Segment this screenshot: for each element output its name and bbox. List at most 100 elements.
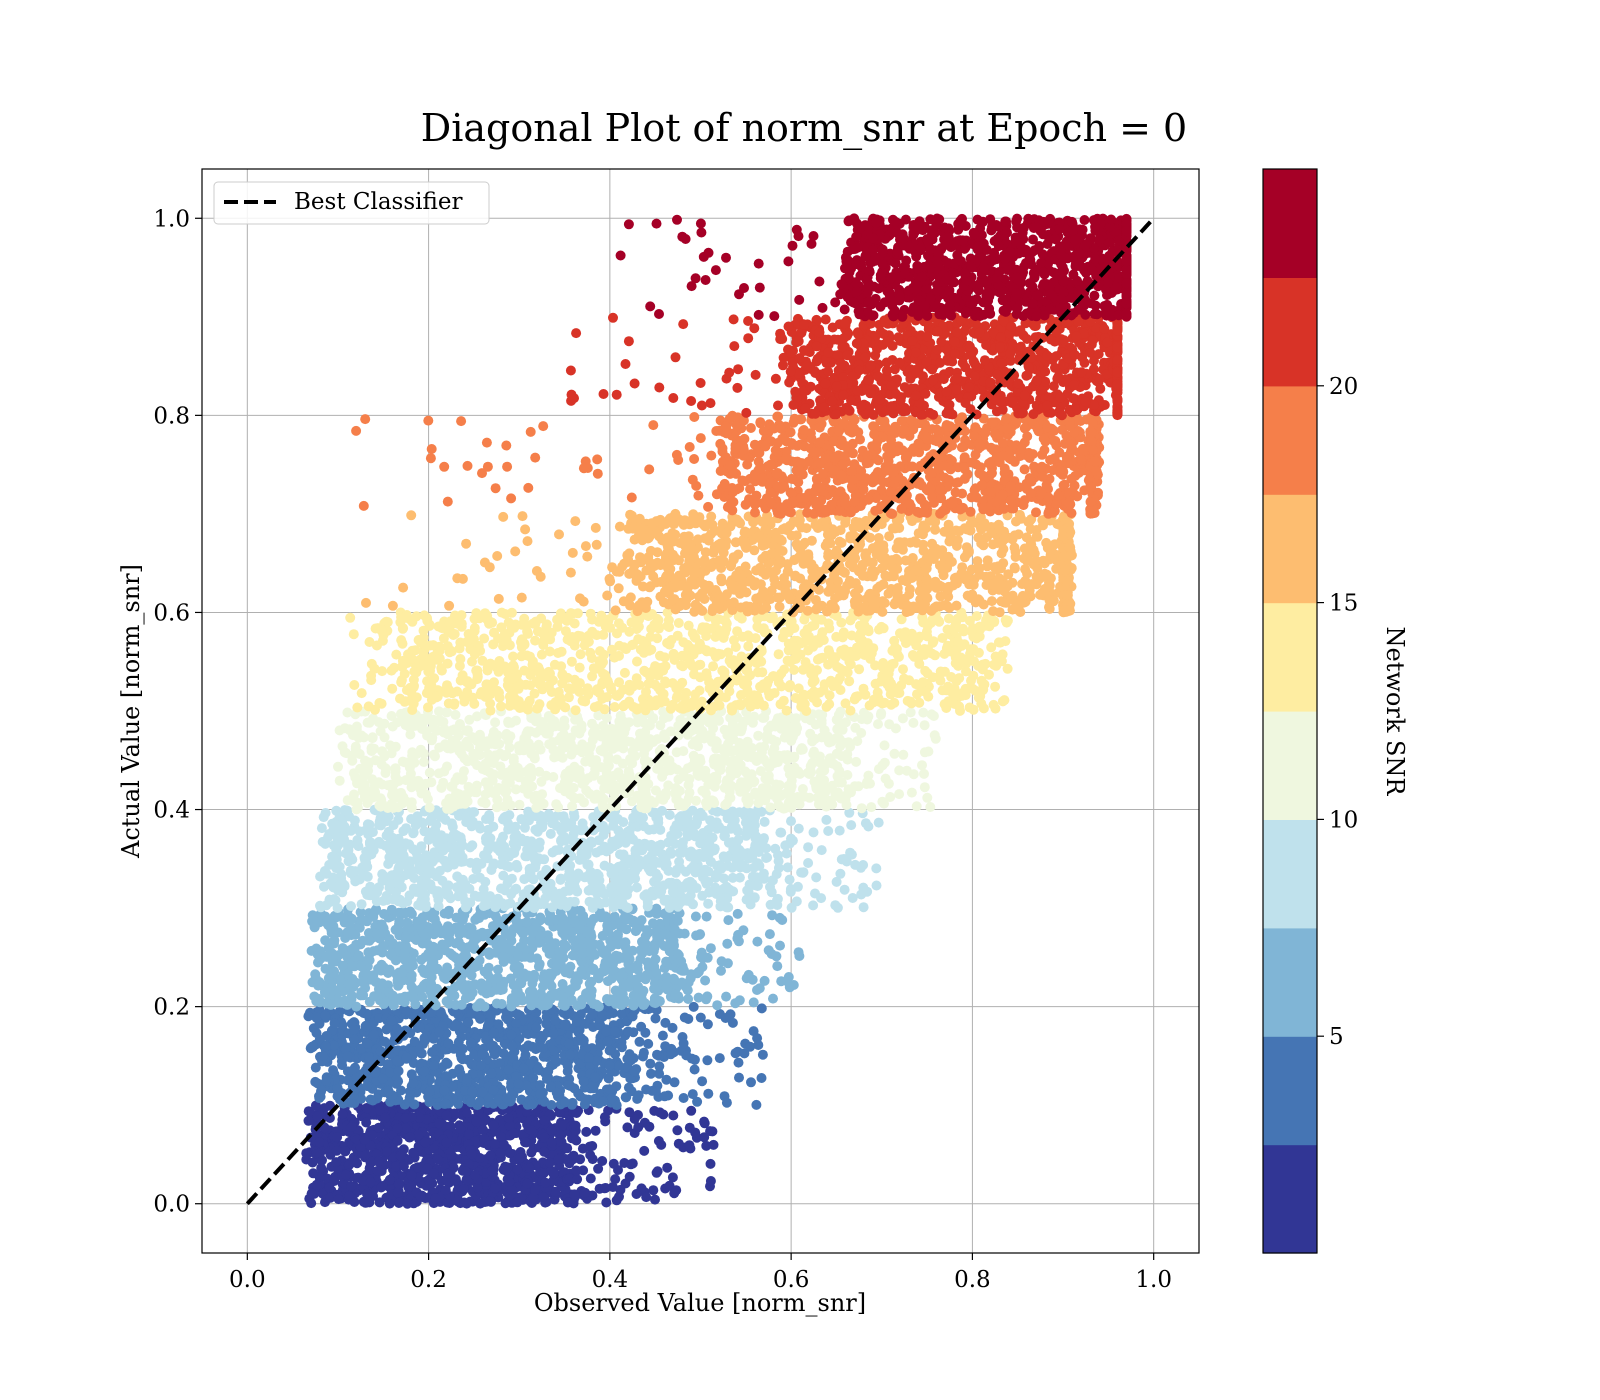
scatter-point xyxy=(521,917,532,928)
scatter-point xyxy=(498,831,508,842)
scatter-point xyxy=(608,1158,619,1169)
scatter-point xyxy=(366,974,377,985)
scatter-point xyxy=(695,838,706,849)
scatter-point xyxy=(537,1032,548,1042)
scatter-point xyxy=(507,1041,518,1052)
scatter-point xyxy=(314,1093,325,1104)
scatter-point xyxy=(419,1066,430,1077)
scatter-point xyxy=(512,922,523,933)
scatter-point xyxy=(616,990,627,1000)
scatter-point xyxy=(465,1037,476,1048)
scatter-point xyxy=(308,1041,319,1052)
scatter-point xyxy=(360,983,371,993)
scatter-point xyxy=(863,821,874,832)
scatter-point xyxy=(732,933,743,944)
scatter-point xyxy=(527,1099,538,1110)
scatter-point xyxy=(808,900,819,911)
scatter-point xyxy=(821,814,832,825)
scatter-point xyxy=(539,1115,550,1126)
scatter-point xyxy=(488,1027,499,1038)
scatter-point xyxy=(376,959,387,970)
scatter-point xyxy=(538,1192,549,1202)
scatter-point xyxy=(633,981,644,992)
scatter-point xyxy=(522,1178,533,1189)
scatter-point xyxy=(580,1094,590,1105)
scatter-point xyxy=(374,1105,385,1116)
scatter-point xyxy=(705,1158,716,1169)
scatter-point xyxy=(786,816,796,827)
scatter-point xyxy=(598,1096,609,1107)
scatter-point xyxy=(572,1174,583,1185)
scatter-point xyxy=(730,822,741,833)
scatter-point xyxy=(680,866,691,877)
scatter-point xyxy=(382,1146,392,1157)
scatter-point xyxy=(832,902,843,913)
scatter-point xyxy=(673,1138,684,1149)
scatter-point xyxy=(512,1164,523,1175)
scatter-point xyxy=(808,827,819,838)
scatter-point xyxy=(464,1129,474,1140)
scatter-point xyxy=(319,986,330,997)
scatter-point xyxy=(526,1147,537,1158)
scatter-point xyxy=(455,1123,466,1134)
scatter-point xyxy=(342,1051,353,1062)
scatter-point xyxy=(482,831,493,842)
scatter-point xyxy=(452,830,463,841)
scatter-point xyxy=(545,941,556,952)
scatter-point xyxy=(508,980,519,990)
scatter-point xyxy=(419,878,430,889)
scatter-point xyxy=(639,1145,650,1156)
scatter-point xyxy=(372,1166,383,1176)
scatter-point xyxy=(610,863,621,874)
scatter-point xyxy=(546,1137,557,1148)
scatter-point xyxy=(618,870,629,881)
scatter-point xyxy=(346,994,357,1005)
scatter-point xyxy=(342,927,353,938)
snr-band-1 xyxy=(303,1001,768,1111)
scatter-point xyxy=(629,1114,640,1124)
scatter-point xyxy=(692,1096,703,1107)
scatter-point xyxy=(639,1117,650,1128)
scatter-point xyxy=(751,1099,762,1110)
scatter-point xyxy=(377,942,388,953)
scatter-point xyxy=(593,1163,604,1174)
scatter-point xyxy=(741,863,752,874)
scatter-point xyxy=(506,993,517,1004)
scatter-point xyxy=(534,937,545,948)
scatter-point xyxy=(481,850,491,861)
scatter-point xyxy=(376,1182,387,1193)
scatter-point xyxy=(374,1197,385,1208)
scatter-point xyxy=(517,836,528,847)
scatter-point xyxy=(690,854,701,865)
scatter-point xyxy=(752,936,763,947)
scatter-point xyxy=(496,859,507,870)
scatter-point xyxy=(548,1175,559,1186)
scatter-point xyxy=(309,922,320,932)
scatter-point xyxy=(537,1043,548,1053)
scatter-point xyxy=(362,1038,373,1049)
scatter-point xyxy=(362,889,373,900)
scatter-point xyxy=(745,1041,756,1052)
scatter-point xyxy=(628,1000,639,1011)
scatter-point xyxy=(529,1185,540,1196)
scatter-point xyxy=(793,823,804,834)
scatter-point xyxy=(353,950,364,961)
scatter-point xyxy=(810,888,820,899)
scatter-point xyxy=(486,1166,497,1177)
scatter-point xyxy=(664,902,675,913)
scatter-point xyxy=(560,1097,570,1108)
scatter-point xyxy=(359,1134,370,1145)
scatter-point xyxy=(368,911,379,922)
scatter-point xyxy=(398,1161,409,1172)
scatter-point xyxy=(432,890,443,901)
scatter-point xyxy=(658,1109,669,1120)
scatter-point xyxy=(531,1022,542,1033)
scatter-point xyxy=(537,822,548,833)
scatter-point xyxy=(521,1080,532,1091)
scatter-point xyxy=(306,1188,317,1199)
scatter-point xyxy=(548,1045,559,1056)
scatter-point xyxy=(442,1168,453,1179)
scatter-point xyxy=(472,1001,482,1012)
scatter-point xyxy=(621,914,632,925)
scatter-point xyxy=(392,1123,403,1134)
